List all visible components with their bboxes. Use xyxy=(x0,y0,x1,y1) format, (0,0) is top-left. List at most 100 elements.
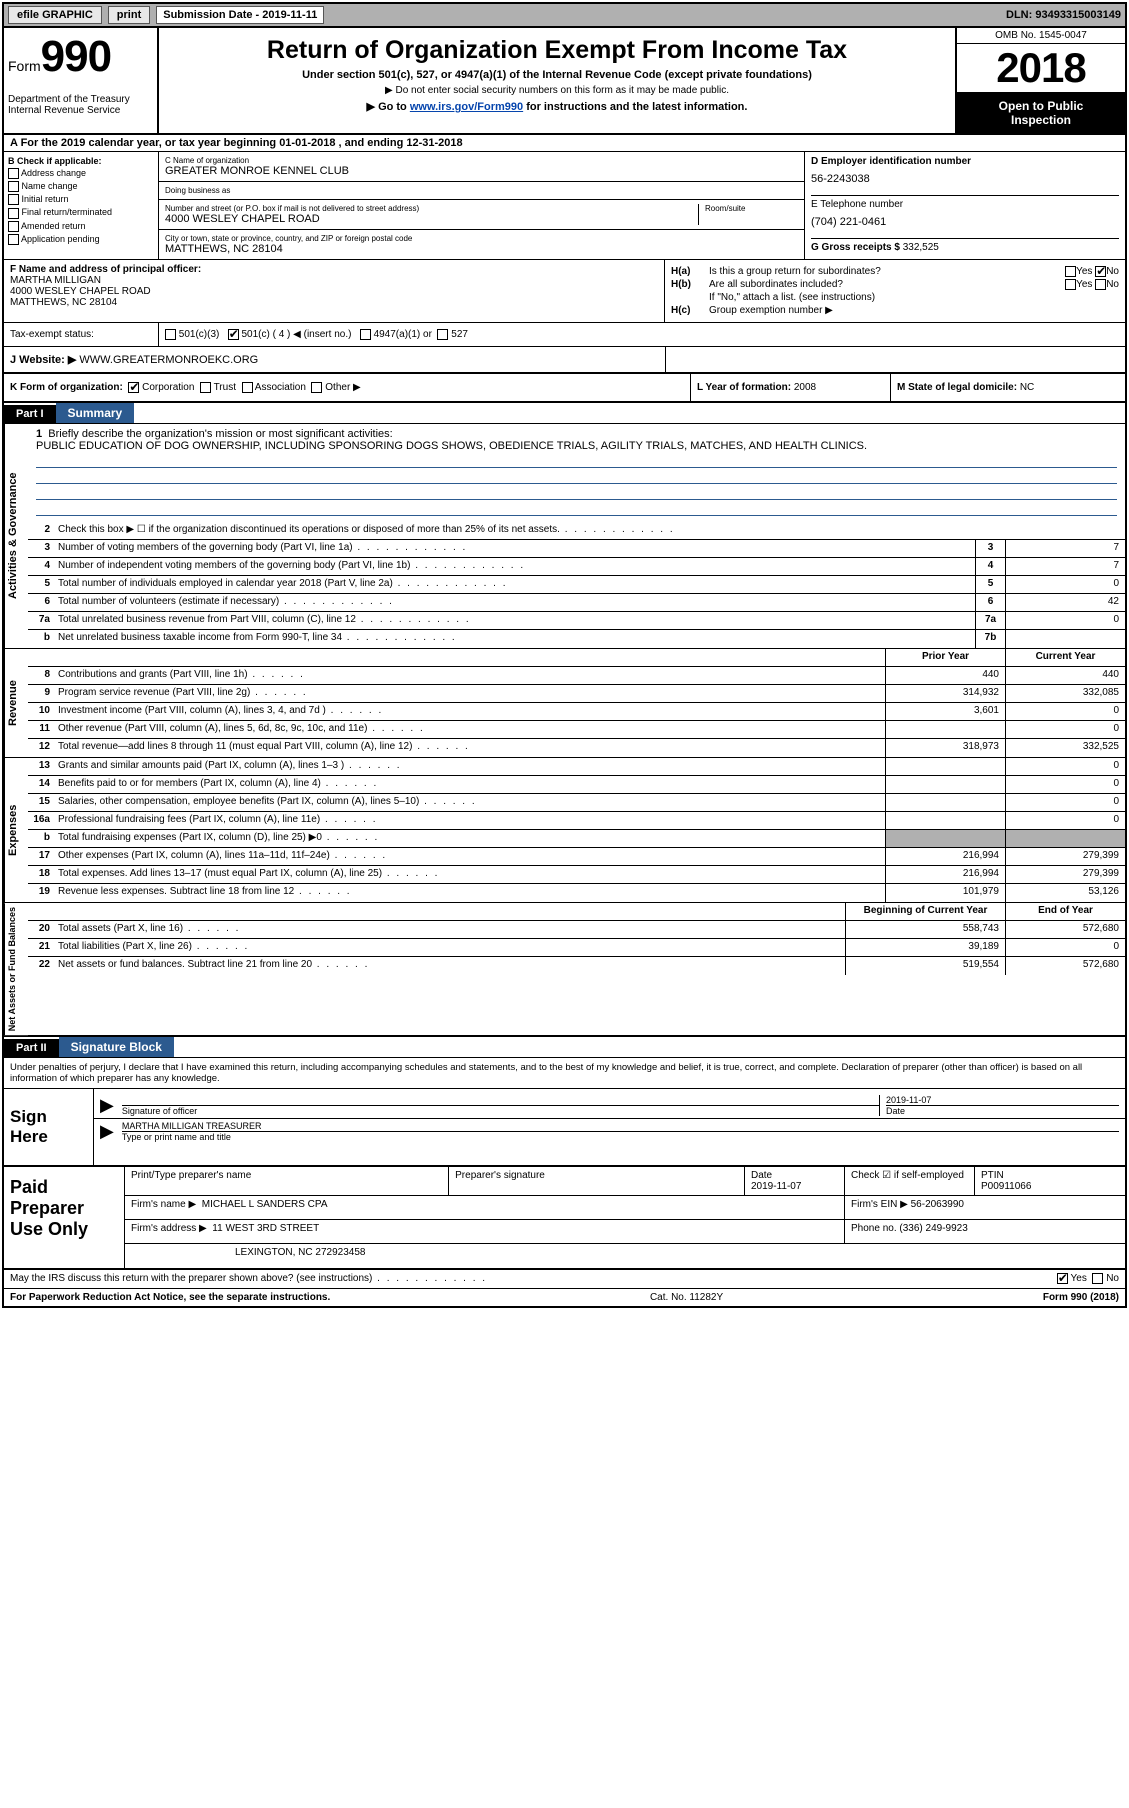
prep-date-val: 2019-11-07 xyxy=(751,1181,838,1192)
chk-501c3[interactable] xyxy=(165,329,176,340)
part-1-header: Part ISummary xyxy=(4,403,1125,424)
efile-button[interactable]: efile GRAPHIC xyxy=(8,6,102,24)
vtab-revenue: Revenue xyxy=(4,649,28,757)
chk-initial-return[interactable]: Initial return xyxy=(8,194,154,205)
chk-address-change[interactable]: Address change xyxy=(8,168,154,179)
discuss-no-box[interactable] xyxy=(1092,1273,1103,1284)
hb-label: H(b) xyxy=(671,279,709,290)
opt-501c3: 501(c)(3) xyxy=(179,329,220,340)
officer-addr1: 4000 WESLEY CHAPEL ROAD xyxy=(10,286,658,297)
chk-lbl: Final return/terminated xyxy=(22,207,113,217)
opt-501c: 501(c) ( 4 ) ◀ (insert no.) xyxy=(241,329,351,340)
sig-date-value: 2019-11-07 xyxy=(886,1095,1119,1105)
col-b-header: B Check if applicable: xyxy=(8,156,102,166)
prior-year-hdr: Prior Year xyxy=(885,649,1005,666)
section-activities-governance: Activities & Governance 1 Briefly descri… xyxy=(4,424,1125,649)
org-name-label: C Name of organization xyxy=(165,156,798,165)
website-label: J Website: ▶ xyxy=(10,354,76,366)
hb-yes-box[interactable] xyxy=(1065,279,1076,290)
ein-label: D Employer identification number xyxy=(811,156,971,167)
summary-line: 19Revenue less expenses. Subtract line 1… xyxy=(28,884,1125,902)
room-label: Room/suite xyxy=(705,204,798,213)
summary-line: 5Total number of individuals employed in… xyxy=(28,576,1125,594)
chk-amended[interactable]: Amended return xyxy=(8,221,154,232)
year-formation-label: L Year of formation: xyxy=(697,382,791,393)
gross-value: 332,525 xyxy=(903,242,939,253)
chk-corp[interactable] xyxy=(128,382,139,393)
part-1-num: Part I xyxy=(4,405,56,423)
dept-irs: Internal Revenue Service xyxy=(8,105,153,116)
footer-row: For Paperwork Reduction Act Notice, see … xyxy=(4,1289,1125,1306)
hb-no-box[interactable] xyxy=(1095,279,1106,290)
discuss-yes-box[interactable] xyxy=(1057,1273,1068,1284)
paid-preparer-label: Paid Preparer Use Only xyxy=(4,1167,124,1268)
summary-line: 22Net assets or fund balances. Subtract … xyxy=(28,957,1125,975)
opt-assoc: Association xyxy=(255,382,306,393)
tel-value: (704) 221-0461 xyxy=(811,216,1119,228)
vtab-expenses: Expenses xyxy=(4,758,28,902)
chk-app-pending[interactable]: Application pending xyxy=(8,234,154,245)
summary-line: 14Benefits paid to or for members (Part … xyxy=(28,776,1125,794)
hb-yes: Yes xyxy=(1076,279,1092,290)
firm-phone-val: (336) 249-9923 xyxy=(899,1223,967,1234)
form-ref: Form 990 (2018) xyxy=(1043,1292,1119,1303)
firm-phone-lbl: Phone no. xyxy=(851,1223,897,1234)
tax-year: 2018 xyxy=(957,44,1125,93)
summary-line: 12Total revenue—add lines 8 through 11 (… xyxy=(28,739,1125,757)
sig-officer-label: Signature of officer xyxy=(122,1105,879,1116)
org-name-value: GREATER MONROE KENNEL CLUB xyxy=(165,165,798,177)
k-label: K Form of organization: xyxy=(10,382,123,393)
tel-label: E Telephone number xyxy=(811,199,903,210)
year-formation-value: 2008 xyxy=(794,382,816,393)
sig-name-title-label: Type or print name and title xyxy=(122,1131,1119,1142)
discuss-text: May the IRS discuss this return with the… xyxy=(10,1273,487,1284)
arrow-icon: ▶ xyxy=(100,1121,114,1142)
signature-declaration: Under penalties of perjury, I declare th… xyxy=(4,1058,1125,1089)
summary-line: bNet unrelated business taxable income f… xyxy=(28,630,1125,648)
rule-line xyxy=(36,486,1117,500)
print-button[interactable]: print xyxy=(108,6,150,24)
officer-addr2: MATTHEWS, NC 28104 xyxy=(10,297,658,308)
col-c-org: C Name of organization GREATER MONROE KE… xyxy=(159,152,805,259)
discuss-yes: Yes xyxy=(1071,1274,1087,1285)
prep-ptin-lbl: PTIN xyxy=(981,1170,1119,1181)
sig-date-label: Date xyxy=(886,1105,1119,1116)
mission-text: PUBLIC EDUCATION OF DOG OWNERSHIP, INCLU… xyxy=(36,440,867,452)
chk-other[interactable] xyxy=(311,382,322,393)
irs-link[interactable]: www.irs.gov/Form990 xyxy=(410,101,523,113)
ha-label: H(a) xyxy=(671,266,709,277)
col-d-right: D Employer identification number 56-2243… xyxy=(805,152,1125,259)
opt-4947: 4947(a)(1) or xyxy=(374,329,432,340)
gross-label: G Gross receipts $ xyxy=(811,242,900,253)
summary-line: 6Total number of volunteers (estimate if… xyxy=(28,594,1125,612)
form-title: Return of Organization Exempt From Incom… xyxy=(167,36,947,65)
open-public-2: Inspection xyxy=(959,113,1123,127)
top-bar: efile GRAPHIC print Submission Date - 20… xyxy=(4,4,1125,28)
chk-lbl: Initial return xyxy=(22,194,69,204)
summary-line: 11Other revenue (Part VIII, column (A), … xyxy=(28,721,1125,739)
chk-527[interactable] xyxy=(437,329,448,340)
sign-here-label: Sign Here xyxy=(4,1089,94,1165)
ha-no-box[interactable] xyxy=(1095,266,1106,277)
chk-assoc[interactable] xyxy=(242,382,253,393)
chk-final-return[interactable]: Final return/terminated xyxy=(8,207,154,218)
chk-501c[interactable] xyxy=(228,329,239,340)
firm-name-val: MICHAEL L SANDERS CPA xyxy=(202,1199,328,1210)
chk-4947[interactable] xyxy=(360,329,371,340)
prep-self-employed: Check ☑ if self-employed xyxy=(845,1167,975,1195)
ha-yes-box[interactable] xyxy=(1065,266,1076,277)
chk-lbl: Name change xyxy=(22,181,78,191)
mission-block: 1 Briefly describe the organization's mi… xyxy=(28,424,1125,522)
row-k: K Form of organization: Corporation Trus… xyxy=(4,374,1125,403)
state-domicile-value: NC xyxy=(1020,382,1034,393)
tax-exempt-row: Tax-exempt status: 501(c)(3) 501(c) ( 4 … xyxy=(4,323,1125,347)
sig-name-title-value: MARTHA MILLIGAN TREASURER xyxy=(122,1121,1119,1131)
chk-name-change[interactable]: Name change xyxy=(8,181,154,192)
chk-trust[interactable] xyxy=(200,382,211,393)
form-header: Form990 Department of the Treasury Inter… xyxy=(4,28,1125,135)
vtab-activities: Activities & Governance xyxy=(4,424,28,648)
dln-label: DLN: 93493315003149 xyxy=(1006,9,1121,21)
discuss-row: May the IRS discuss this return with the… xyxy=(4,1270,1125,1288)
opt-other: Other ▶ xyxy=(325,382,360,393)
open-public-badge: Open to Public Inspection xyxy=(957,93,1125,133)
